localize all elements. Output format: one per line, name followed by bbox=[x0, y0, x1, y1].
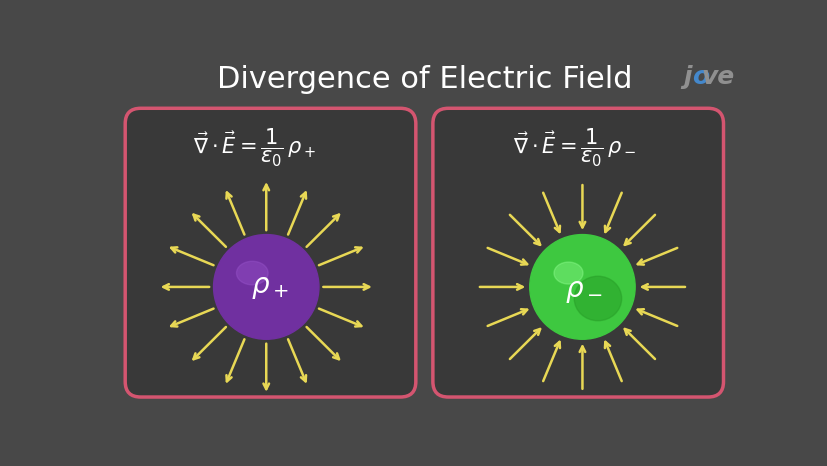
Ellipse shape bbox=[237, 261, 268, 285]
FancyBboxPatch shape bbox=[433, 108, 723, 397]
Text: $\rho_+$: $\rho_+$ bbox=[251, 273, 289, 301]
Text: o: o bbox=[691, 66, 708, 89]
Text: $\vec{\nabla} \cdot \vec{E} = \dfrac{1}{\varepsilon_0}\,\rho_-$: $\vec{\nabla} \cdot \vec{E} = \dfrac{1}{… bbox=[512, 127, 636, 169]
Ellipse shape bbox=[553, 262, 582, 284]
Ellipse shape bbox=[574, 276, 621, 321]
Circle shape bbox=[213, 234, 318, 339]
Text: Divergence of Electric Field: Divergence of Electric Field bbox=[217, 64, 631, 94]
FancyBboxPatch shape bbox=[125, 108, 415, 397]
Text: ve: ve bbox=[701, 66, 734, 89]
Circle shape bbox=[529, 234, 634, 339]
Text: $\vec{\nabla} \cdot \vec{E} = \dfrac{1}{\varepsilon_0}\,\rho_+$: $\vec{\nabla} \cdot \vec{E} = \dfrac{1}{… bbox=[193, 127, 316, 169]
Text: j: j bbox=[682, 66, 691, 89]
Text: $\rho_-$: $\rho_-$ bbox=[565, 277, 602, 305]
